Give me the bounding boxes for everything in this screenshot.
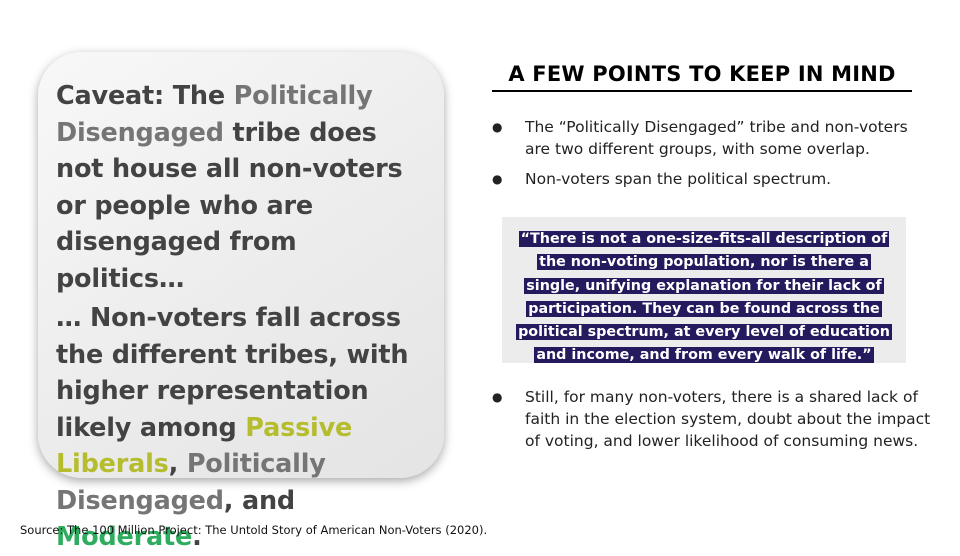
- bullet-icon: ●: [492, 390, 503, 404]
- caveat-paragraph-1: Caveat: The Politically Disengaged tribe…: [56, 78, 430, 297]
- politically-disengaged-highlight: Politically Disengaged: [56, 81, 373, 148]
- points-list-top: ● The “Politically Disengaged” tribe and …: [492, 116, 932, 190]
- bullet-text: The “Politically Disengaged” tribe and n…: [525, 118, 908, 158]
- bullet-text: Non-voters span the political spectrum.: [525, 170, 832, 188]
- caveat-lead: Caveat: The: [56, 81, 234, 111]
- list-item: ● Non-voters span the political spectrum.: [492, 168, 932, 190]
- quote-text: “There is not a one-size-fits-all descri…: [516, 231, 892, 364]
- bullet-text: Still, for many non-voters, there is a s…: [525, 388, 931, 450]
- caveat-paragraph-2: … Non-voters fall across the different t…: [56, 300, 430, 556]
- caveat-card: Caveat: The Politically Disengaged tribe…: [38, 52, 444, 552]
- caveat-end-period: .: [192, 522, 202, 552]
- list-item: ● Still, for many non-voters, there is a …: [492, 386, 932, 452]
- points-heading: A FEW POINTS TO KEEP IN MIND: [492, 62, 912, 92]
- separator-2: , and: [223, 485, 295, 516]
- passive-liberals-highlight: Passive Liberals: [56, 412, 353, 480]
- bullet-icon: ●: [492, 172, 503, 186]
- nonvoters-lead: … Non-voters fall across the different t…: [56, 303, 409, 443]
- points-list-bottom: ● Still, for many non-voters, there is a …: [492, 386, 932, 452]
- caveat-rest: tribe does not house all non-voters or p…: [56, 117, 403, 294]
- quote-box: “There is not a one-size-fits-all descri…: [502, 217, 906, 364]
- separator-1: ,: [168, 449, 187, 479]
- list-item: ● The “Politically Disengaged” tribe and …: [492, 116, 932, 160]
- bullet-icon: ●: [492, 120, 503, 134]
- politically-disengaged-highlight-2: Politically Disengaged: [56, 449, 326, 516]
- source-citation: Source: The 100 Million Project: The Unt…: [20, 523, 488, 537]
